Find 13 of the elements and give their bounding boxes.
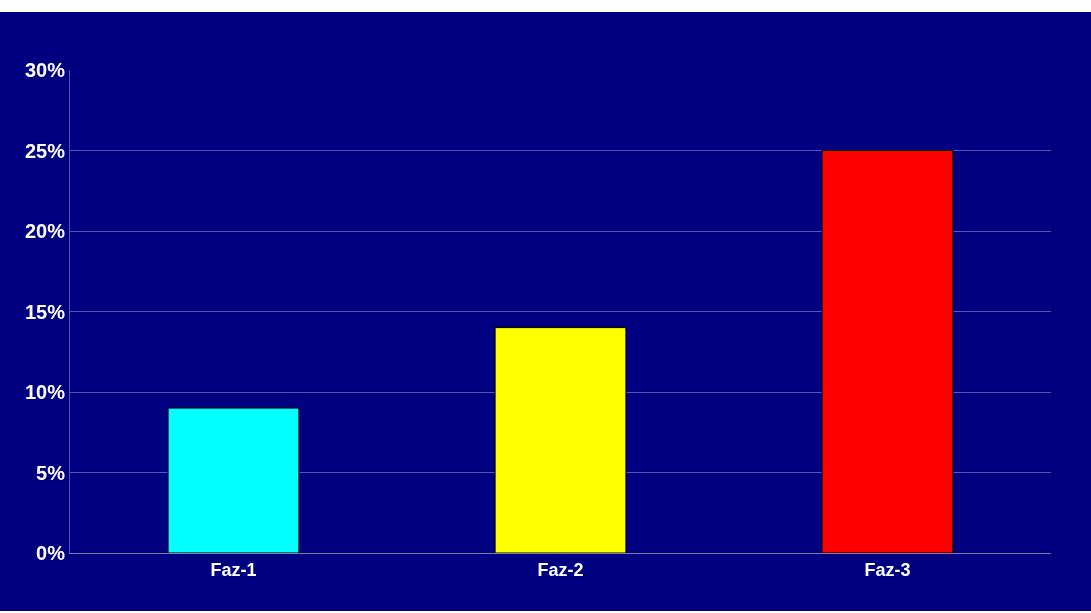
y-tick-label: 10% (24, 381, 66, 403)
x-tick-label: Faz-2 (537, 559, 584, 580)
y-tick-label: 5% (36, 461, 66, 484)
y-tick-label: 30% (24, 59, 66, 81)
y-tick-label: 0% (36, 542, 66, 564)
x-tick-label: Faz-1 (210, 559, 257, 580)
x-tick-label: Faz-3 (864, 559, 911, 580)
bar (494, 327, 627, 553)
y-tick-label: 25% (24, 139, 66, 162)
bar (821, 150, 954, 553)
y-tick-label: 20% (24, 220, 66, 242)
y-tick-label: 15% (24, 300, 66, 323)
bar (167, 407, 300, 553)
